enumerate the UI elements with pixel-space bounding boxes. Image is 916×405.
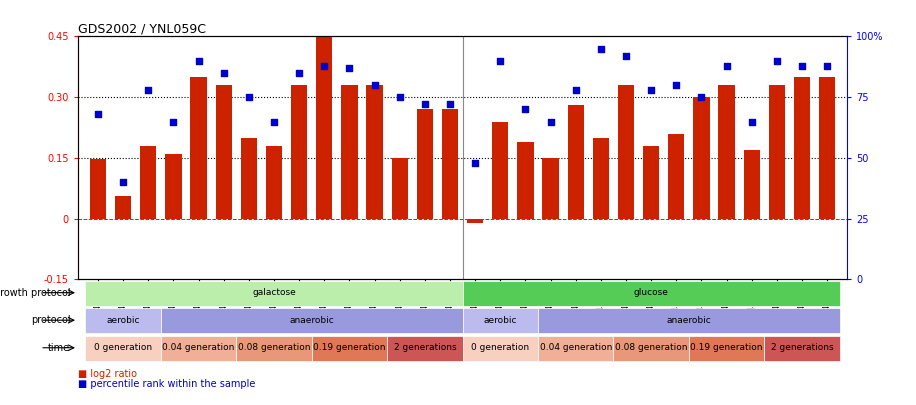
Point: [342, 65, 356, 71]
Text: growth protocol: growth protocol: [0, 288, 71, 298]
Text: aerobic: aerobic: [106, 316, 140, 325]
Point: [468, 160, 483, 166]
Text: 0.19 generation: 0.19 generation: [313, 343, 386, 352]
Bar: [463, 336, 538, 361]
Bar: [165, 154, 181, 219]
Bar: [593, 138, 609, 219]
Point: [618, 53, 633, 59]
Bar: [291, 85, 307, 219]
Bar: [161, 308, 463, 333]
Bar: [85, 336, 161, 361]
Text: galactose: galactose: [252, 288, 296, 297]
Point: [442, 101, 457, 108]
Point: [769, 58, 784, 64]
Point: [317, 62, 332, 69]
Point: [91, 111, 105, 117]
Point: [216, 70, 231, 76]
Point: [518, 106, 533, 113]
Text: 2 generations: 2 generations: [770, 343, 834, 352]
Text: time: time: [49, 343, 71, 353]
Point: [694, 94, 709, 100]
Bar: [266, 146, 282, 219]
Bar: [764, 336, 840, 361]
Bar: [366, 85, 383, 219]
Bar: [614, 336, 689, 361]
Bar: [718, 85, 735, 219]
Bar: [417, 109, 433, 219]
Point: [392, 94, 407, 100]
Bar: [568, 105, 583, 219]
Point: [569, 87, 583, 93]
Point: [594, 45, 608, 52]
Point: [267, 118, 281, 125]
Bar: [140, 146, 157, 219]
Bar: [387, 336, 463, 361]
Text: anaerobic: anaerobic: [667, 316, 711, 325]
Point: [191, 58, 206, 64]
Text: 0.19 generation: 0.19 generation: [691, 343, 763, 352]
Point: [820, 62, 834, 69]
Text: GDS2002 / YNL059C: GDS2002 / YNL059C: [78, 22, 206, 35]
Bar: [442, 109, 458, 219]
Bar: [542, 158, 559, 219]
Bar: [794, 77, 811, 219]
Bar: [191, 77, 207, 219]
Point: [745, 118, 759, 125]
Bar: [689, 336, 764, 361]
Point: [669, 82, 683, 88]
Bar: [538, 336, 614, 361]
Point: [242, 94, 256, 100]
Text: 0.04 generation: 0.04 generation: [540, 343, 612, 352]
Bar: [391, 158, 408, 219]
Bar: [311, 336, 387, 361]
Bar: [215, 85, 232, 219]
Text: 0 generation: 0 generation: [94, 343, 152, 352]
Text: 0 generation: 0 generation: [471, 343, 529, 352]
Bar: [693, 97, 710, 219]
Bar: [467, 219, 484, 223]
Point: [115, 179, 130, 185]
Bar: [643, 146, 660, 219]
Point: [795, 62, 810, 69]
Point: [543, 118, 558, 125]
Bar: [819, 77, 835, 219]
Point: [367, 82, 382, 88]
Text: protocol: protocol: [31, 315, 71, 325]
Text: ■ percentile rank within the sample: ■ percentile rank within the sample: [78, 379, 256, 389]
Bar: [492, 122, 508, 219]
Point: [141, 87, 156, 93]
Point: [719, 62, 734, 69]
Text: 0.08 generation: 0.08 generation: [615, 343, 687, 352]
Bar: [114, 196, 131, 219]
Point: [493, 58, 507, 64]
Bar: [463, 281, 840, 306]
Text: 0.04 generation: 0.04 generation: [162, 343, 234, 352]
Point: [166, 118, 180, 125]
Bar: [241, 138, 257, 219]
Bar: [161, 336, 236, 361]
Text: 2 generations: 2 generations: [394, 343, 456, 352]
Point: [644, 87, 659, 93]
Point: [418, 101, 432, 108]
Bar: [85, 281, 463, 306]
Bar: [668, 134, 684, 219]
Bar: [316, 36, 333, 219]
Text: ■ log2 ratio: ■ log2 ratio: [78, 369, 136, 379]
Bar: [236, 336, 311, 361]
Bar: [342, 85, 357, 219]
Bar: [90, 159, 106, 219]
Bar: [85, 308, 161, 333]
Text: glucose: glucose: [634, 288, 669, 297]
Bar: [744, 150, 760, 219]
Text: anaerobic: anaerobic: [289, 316, 334, 325]
Text: 0.08 generation: 0.08 generation: [238, 343, 311, 352]
Bar: [518, 142, 534, 219]
Point: [292, 70, 307, 76]
Bar: [463, 308, 538, 333]
Bar: [538, 308, 840, 333]
Bar: [769, 85, 785, 219]
Text: aerobic: aerobic: [484, 316, 517, 325]
Bar: [618, 85, 634, 219]
